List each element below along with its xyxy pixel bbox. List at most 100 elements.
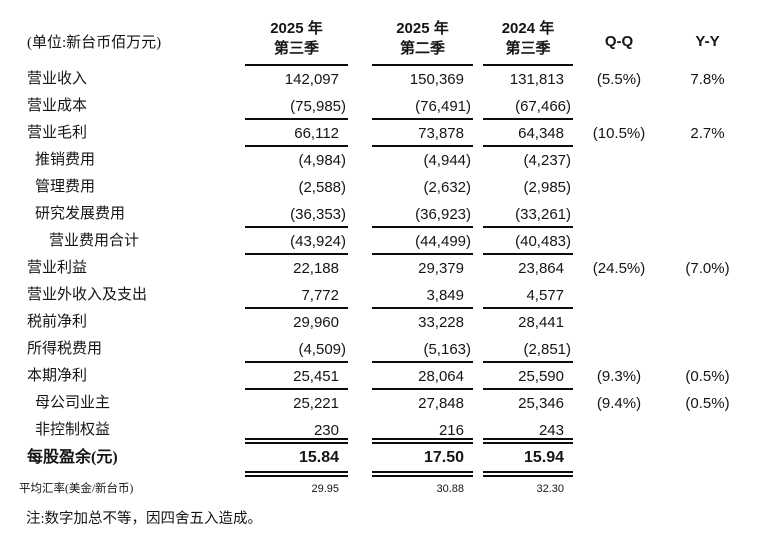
cell-2025q3: 66,112 <box>245 120 348 147</box>
cell-2024q3: 131,813 <box>509 71 564 88</box>
column-header-year: 2024 年 <box>501 20 555 37</box>
cell-2025q3: 25,221 <box>293 395 339 412</box>
cell-2024q3: 4,577 <box>483 282 573 309</box>
cell-2024q3: 28,441 <box>518 314 564 331</box>
cell-qq-change: (9.4%) <box>596 395 642 412</box>
row-noncontrolling-interests: 非控制权益 230 216 243 <box>16 417 768 444</box>
cell-2025q3: (36,353) <box>245 201 348 228</box>
row-rd-expenses: 研究发展费用 (36,353) (36,923) (33,261) <box>16 201 768 228</box>
column-header-quarter: 第二季 <box>399 40 445 57</box>
cell-2024q3: 243 <box>483 417 573 444</box>
cell-2025q2: 216 <box>372 417 473 444</box>
cell-2024q3: (40,483) <box>483 228 573 255</box>
cell-2025q2: 73,878 <box>372 120 473 147</box>
row-label: 管理费用 <box>35 179 96 195</box>
row-label: 非控制权益 <box>35 422 111 438</box>
cell-2024q3: 25,346 <box>518 395 564 412</box>
row-total-operating-expenses: 营业费用合计 (43,924) (44,499) (40,483) <box>16 228 768 255</box>
cell-2025q2: 27,848 <box>418 395 464 412</box>
cell-2024q3: (2,851) <box>483 336 573 363</box>
row-label: 推销费用 <box>35 152 96 168</box>
cell-yy-change: 2.7% <box>690 125 725 142</box>
cell-2025q3: 142,097 <box>284 71 339 88</box>
cell-2025q3: 29.95 <box>311 483 339 495</box>
cell-2025q2: 17.50 <box>372 444 473 477</box>
cell-2024q3: (67,466) <box>483 93 573 120</box>
cell-2024q3: (33,261) <box>483 201 573 228</box>
cell-2025q3: 22,188 <box>293 260 339 277</box>
cell-2025q2: (36,923) <box>372 201 473 228</box>
cell-2024q3: 15.94 <box>483 444 573 477</box>
cell-yy-change: (0.5%) <box>685 395 730 412</box>
row-label: 营业外收入及支出 <box>27 287 148 303</box>
cell-2025q3: 15.84 <box>245 444 348 477</box>
cell-2025q3: 29,960 <box>293 314 339 331</box>
row-income-tax-expense: 所得税费用 (4,509) (5,163) (2,851) <box>16 336 768 363</box>
cell-yy-change: (0.5%) <box>685 368 730 385</box>
cell-2025q2: 3,849 <box>372 282 473 309</box>
unit-label: (单位:新台币佰万元) <box>27 35 162 51</box>
row-cost-of-revenue: 营业成本 (75,985) (76,491) (67,466) <box>16 93 768 120</box>
column-header-2025-q3: 2025 年 第三季 <box>245 8 348 66</box>
row-label: 营业利益 <box>27 260 88 276</box>
cell-2024q3: 25,590 <box>483 363 573 390</box>
column-header-year: 2025 年 <box>396 20 449 37</box>
row-eps: 每股盈余(元) 15.84 17.50 15.94 <box>16 444 768 477</box>
cell-qq-change: (24.5%) <box>592 260 646 277</box>
cell-2024q3: (4,237) <box>523 152 571 169</box>
cell-2025q2: (76,491) <box>372 93 473 120</box>
cell-yy-change: (7.0%) <box>685 260 730 277</box>
cell-2025q3: (75,985) <box>245 93 348 120</box>
row-selling-expenses: 推销费用 (4,984) (4,944) (4,237) <box>16 147 768 174</box>
column-header-quarter: 第三季 <box>273 40 319 57</box>
cell-2025q3: (2,588) <box>298 179 346 196</box>
row-label: 研究发展费用 <box>35 206 126 222</box>
column-gap <box>473 8 483 66</box>
column-header-quarter: 第三季 <box>505 40 551 57</box>
cell-2025q3: (4,509) <box>245 336 348 363</box>
row-admin-expenses: 管理费用 (2,588) (2,632) (2,985) <box>16 174 768 201</box>
row-label: 营业毛利 <box>27 125 88 141</box>
cell-2024q3: 32.30 <box>536 483 564 495</box>
table-header-row: (单位:新台币佰万元) 2025 年 第三季 2025 年 第二季 2024 年… <box>16 8 768 66</box>
column-header-qq: Q-Q <box>604 33 634 50</box>
cell-2024q3: 64,348 <box>483 120 573 147</box>
column-header-yy: Y-Y <box>695 33 720 50</box>
column-header-2025-q2: 2025 年 第二季 <box>372 8 473 66</box>
row-average-exchange-rate: 平均汇率(美金/新台币) 29.95 30.88 32.30 <box>16 477 768 502</box>
cell-2025q3: (4,984) <box>298 152 346 169</box>
cell-2025q3: 230 <box>245 417 348 444</box>
cell-2025q2: (4,944) <box>423 152 471 169</box>
cell-2025q2: 150,369 <box>409 71 464 88</box>
cell-2025q2: 33,228 <box>418 314 464 331</box>
row-label: 所得税费用 <box>27 341 103 357</box>
row-label: 营业费用合计 <box>49 233 140 249</box>
row-label: 本期净利 <box>27 368 88 384</box>
column-header-year: 2025 年 <box>270 20 323 37</box>
row-label: 母公司业主 <box>35 395 111 411</box>
cell-2025q2: (44,499) <box>372 228 473 255</box>
row-pretax-income: 税前净利 29,960 33,228 28,441 <box>16 309 768 336</box>
cell-qq-change: (9.3%) <box>596 368 642 385</box>
row-non-operating-income: 营业外收入及支出 7,772 3,849 4,577 <box>16 282 768 309</box>
row-label: 营业收入 <box>27 71 88 87</box>
rounding-footnote: 注:数字加总不等，因四舍五入造成。 <box>26 511 263 527</box>
cell-2025q2: (5,163) <box>372 336 473 363</box>
cell-qq-change: (5.5%) <box>596 71 642 88</box>
cell-2025q2: 29,379 <box>418 260 464 277</box>
row-gross-profit: 营业毛利 66,112 73,878 64,348 (10.5%) 2.7% <box>16 120 768 147</box>
row-operating-income: 营业利益 22,188 29,379 23,864 (24.5%) (7.0%) <box>16 255 768 282</box>
cell-qq-change: (10.5%) <box>592 125 646 142</box>
row-label: 税前净利 <box>27 314 88 330</box>
column-gap <box>348 8 372 66</box>
cell-2025q2: (2,632) <box>423 179 471 196</box>
cell-2025q2: 28,064 <box>372 363 473 390</box>
cell-2025q3: (43,924) <box>245 228 348 255</box>
row-label: 每股盈余(元) <box>27 449 118 466</box>
column-header-2024-q3: 2024 年 第三季 <box>483 8 573 66</box>
cell-2025q3: 7,772 <box>245 282 348 309</box>
row-net-income: 本期净利 25,451 28,064 25,590 (9.3%) (0.5%) <box>16 363 768 390</box>
row-label: 平均汇率(美金/新台币) <box>19 483 134 495</box>
cell-yy-change: 7.8% <box>690 71 725 88</box>
